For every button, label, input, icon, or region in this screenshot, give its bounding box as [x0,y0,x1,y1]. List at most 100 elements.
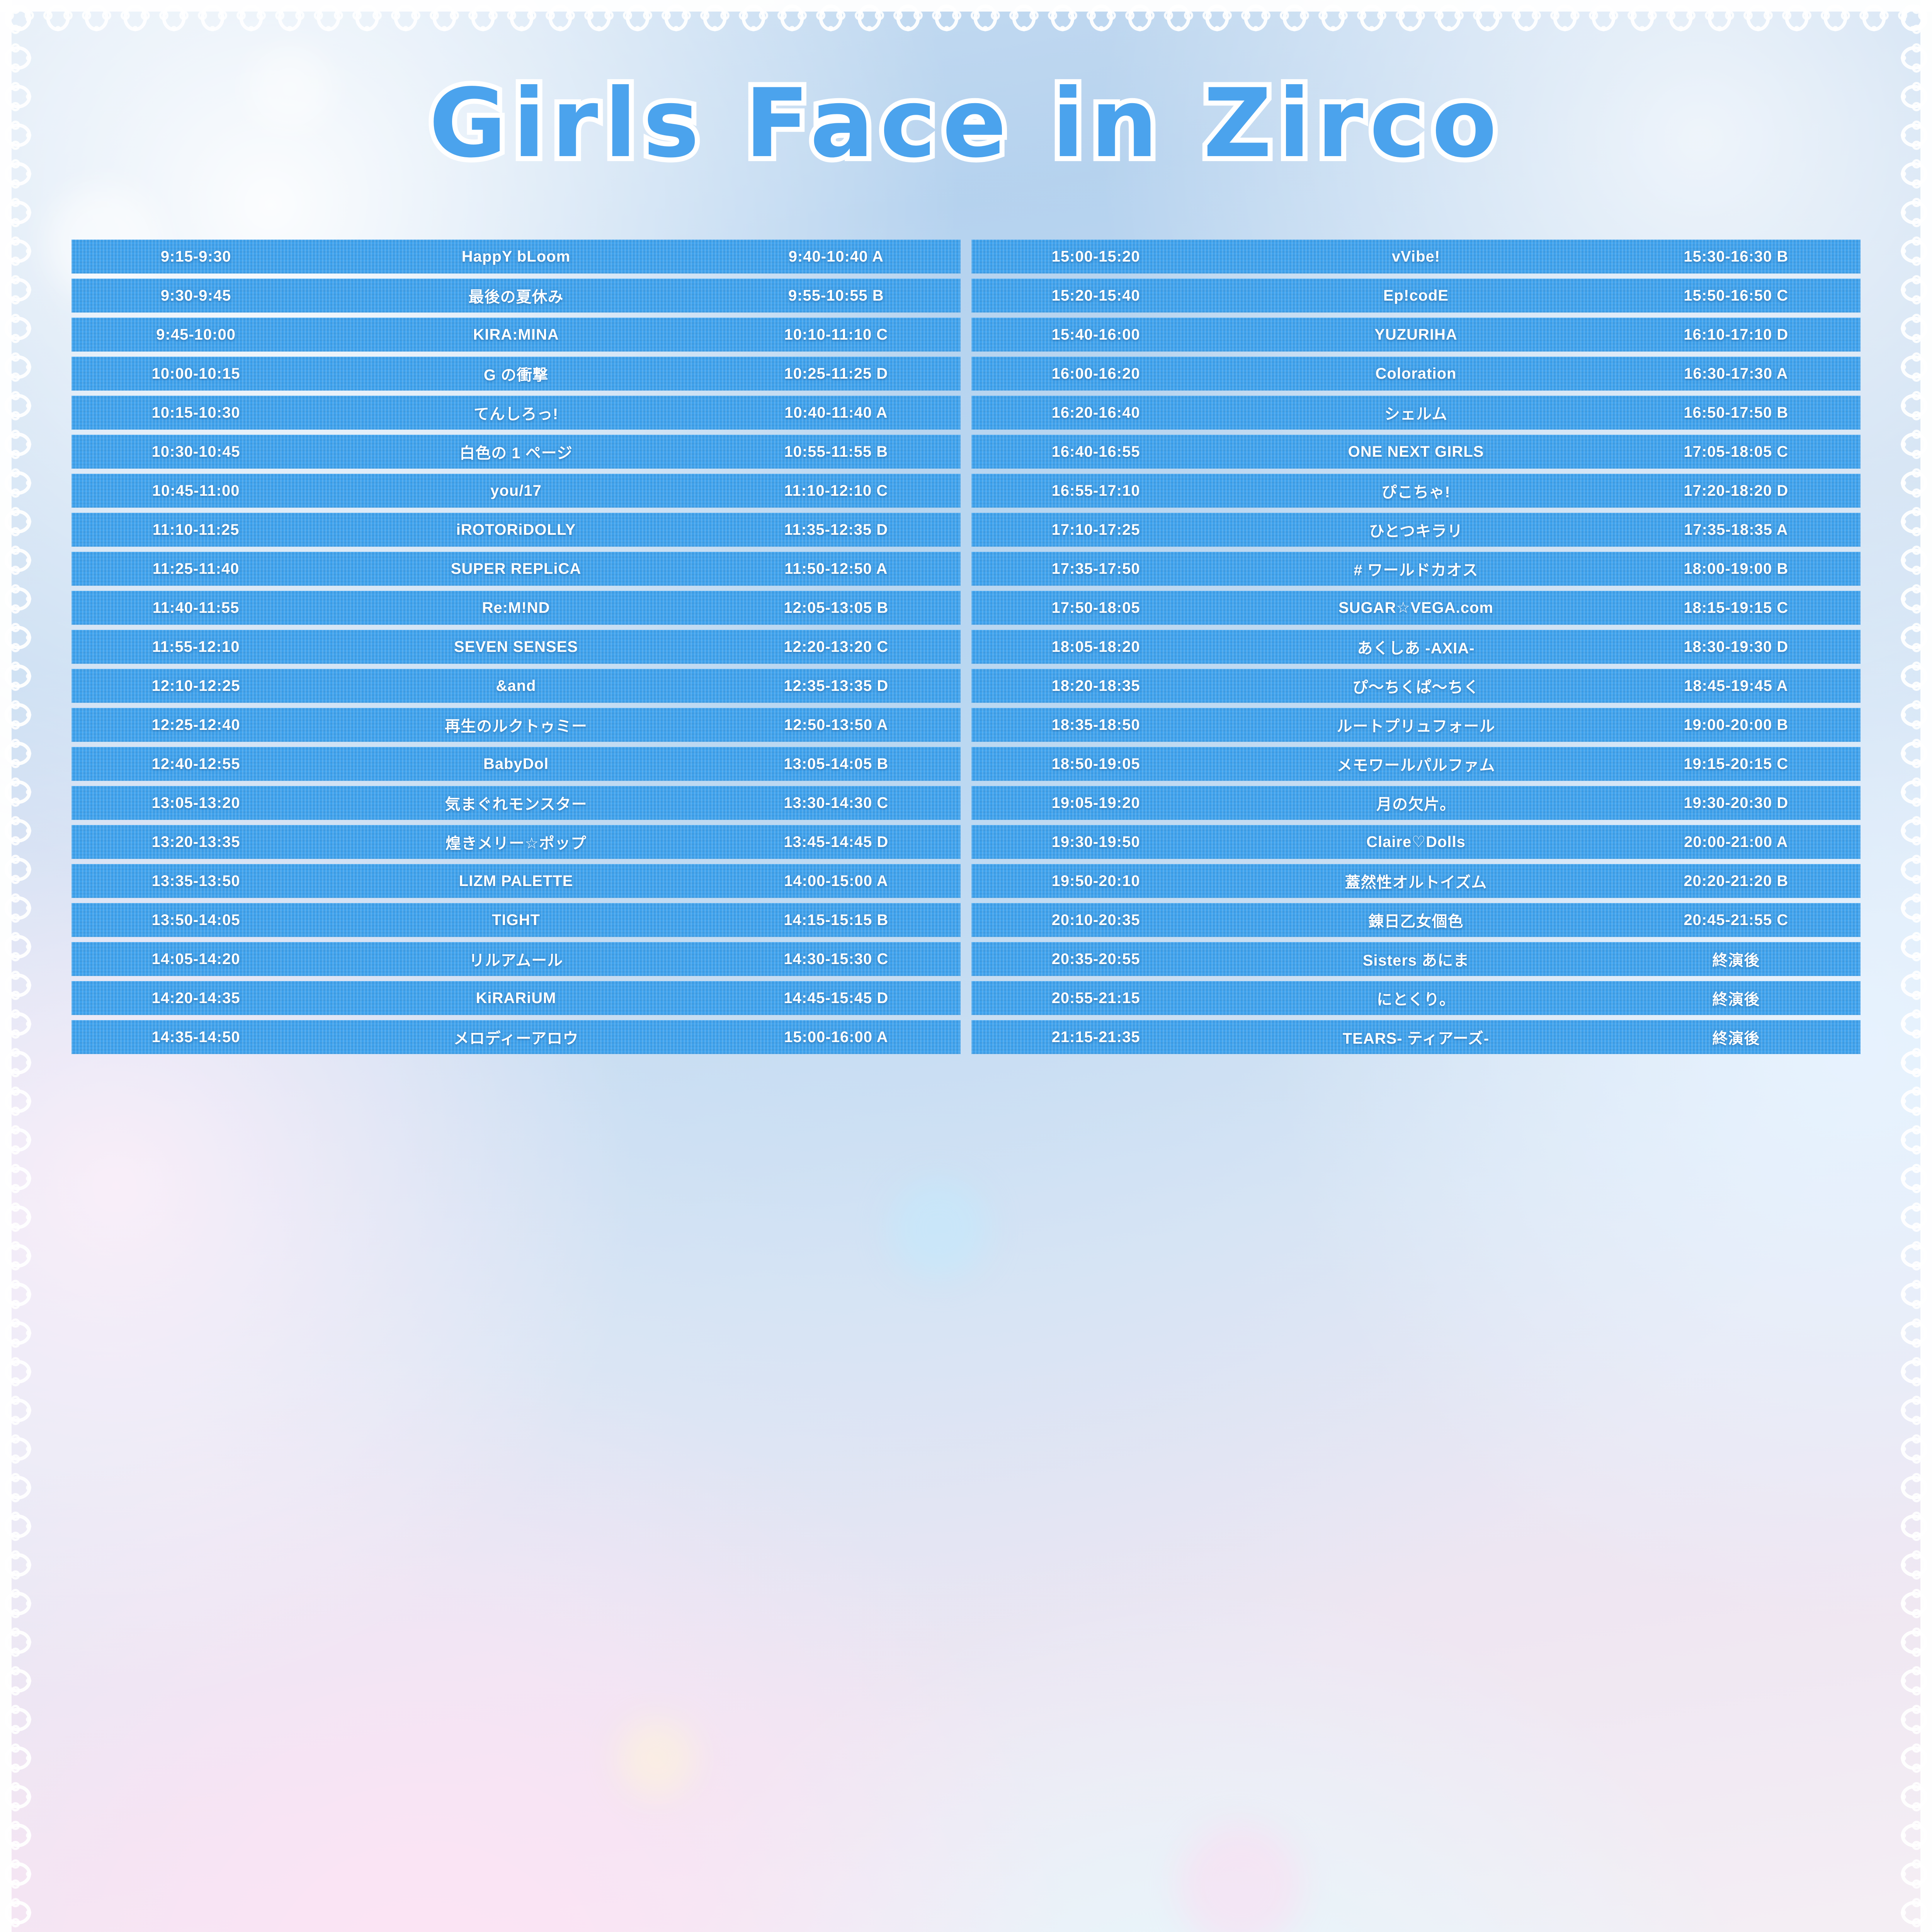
cell-act-name: KiRARiUM [476,989,556,1007]
cell-greeting-slot: 17:50-18:05 [1051,599,1140,616]
cell-performance-time: 16:10-17:10 D [1684,326,1789,343]
cell-greeting-slot: 13:05-13:20 [151,794,240,811]
cell-act-name: 白色の 1 ページ [459,445,573,462]
cell-greeting-slot: 10:45-11:00 [152,482,240,499]
cell-act-name: 月の欠片。 [1376,796,1456,813]
cell-greeting-slot: 16:40-16:55 [1051,443,1140,460]
timetable-column-left: 9:15-9:30 HappY bLoom 9:40-10:40 A 9:30-9:4… [71,240,961,1054]
cell-performance-time: 14:15-15:15 B [784,911,889,929]
poster-title-area: Girls Face in Zirco [0,68,1932,179]
table-row: 20:35-20:55 Sisters あにま 終演後 [971,942,1861,976]
cell-act-name: 最後の夏休み [468,289,564,306]
table-row: 18:50-19:05 メモワールパルファム 19:15-20:15 C [971,747,1861,781]
cell-act-name: vVibe! [1391,248,1440,265]
cell-act-name: &and [496,677,536,694]
cell-greeting-slot: 18:05-18:20 [1051,638,1140,655]
cell-performance-time: 17:05-18:05 C [1684,443,1789,460]
cell-greeting-slot: 21:15-21:35 [1051,1028,1140,1046]
cell-performance-time: 18:15-19:15 C [1684,599,1789,616]
cell-act-name: TIGHT [492,911,540,929]
table-row: 14:20-14:35 KiRARiUM 14:45-15:45 D [71,981,961,1015]
table-row: 10:30-10:45 白色の 1 ページ 10:55-11:55 B [71,435,961,469]
cell-greeting-slot: 11:40-11:55 [152,599,240,616]
cell-performance-time: 終演後 [1712,952,1760,969]
table-row: 16:20-16:40 シェルム 16:50-17:50 B [971,396,1861,430]
cell-act-name: メモワールパルファム [1337,757,1495,774]
table-row: 15:00-15:20 vVibe! 15:30-16:30 B [971,240,1861,274]
cell-performance-time: 11:50-12:50 A [784,560,888,577]
timetable: 9:15-9:30 HappY bLoom 9:40-10:40 A 9:30-9:4… [71,240,1861,1054]
cell-greeting-slot: 17:35-17:50 [1051,560,1140,577]
table-row: 18:20-18:35 ぴ～ちくぱ～ちく 18:45-19:45 A [971,669,1861,703]
cell-act-name: シェルム [1384,406,1448,423]
table-row: 11:40-11:55 Re:M!ND 12:05-13:05 B [71,591,961,625]
cell-performance-time: 15:30-16:30 B [1684,248,1789,265]
table-row: 19:05-19:20 月の欠片。 19:30-20:30 D [971,786,1861,820]
cell-performance-time: 14:30-15:30 C [784,950,889,968]
cell-performance-time: 14:00-15:00 A [784,872,888,889]
cell-act-name: KIRA:MINA [473,326,559,343]
cell-performance-time: 10:40-11:40 A [784,404,888,421]
cell-greeting-slot: 11:55-12:10 [152,638,240,655]
cell-act-name: 気まぐれモンスター [445,796,587,813]
cell-performance-time: 14:45-15:45 D [784,989,889,1007]
cell-performance-time: 15:00-16:00 A [784,1028,888,1046]
cell-greeting-slot: 13:50-14:05 [151,911,240,929]
cell-act-name: iROTORiDOLLY [456,521,576,538]
cell-greeting-slot: 20:10-20:35 [1051,911,1140,929]
table-row: 19:50-20:10 蓋然性オルトイズム 20:20-21:20 B [971,864,1861,898]
table-row: 13:50-14:05 TIGHT 14:15-15:15 B [71,903,961,937]
table-row: 17:50-18:05 SUGAR☆VEGA.com 18:15-19:15 C [971,591,1861,625]
cell-performance-time: 13:30-14:30 C [784,794,889,811]
cell-performance-time: 16:30-17:30 A [1684,365,1788,382]
timetable-column-right: 15:00-15:20 vVibe! 15:30-16:30 B 15:20-15:4… [971,240,1861,1054]
cell-greeting-slot: 13:35-13:50 [151,872,240,889]
cell-greeting-slot: 12:25-12:40 [151,716,240,733]
cell-act-name: ONE NEXT GIRLS [1348,443,1484,460]
cell-performance-time: 19:30-20:30 D [1684,794,1789,811]
cell-greeting-slot: 11:10-11:25 [152,521,240,538]
cell-greeting-slot: 17:10-17:25 [1051,521,1140,538]
lace-border-top [0,0,1932,33]
table-row: 14:35-14:50 メロディーアロウ 15:00-16:00 A [71,1020,961,1054]
cell-performance-time: 18:30-19:30 D [1684,638,1789,655]
table-row: 17:10-17:25 ひとつキラリ 17:35-18:35 A [971,513,1861,547]
cell-act-name: SUPER REPLiCA [451,560,582,577]
cell-act-name: G の衝撃 [483,367,549,384]
lace-border-right [1899,0,1932,1932]
table-row: 12:10-12:25 &and 12:35-13:35 D [71,669,961,703]
cell-greeting-slot: 13:20-13:35 [151,833,240,850]
table-row: 10:15-10:30 てんしろっ! 10:40-11:40 A [71,396,961,430]
cell-performance-time: 9:55-10:55 B [788,287,884,304]
cell-performance-time: 12:50-13:50 A [784,716,888,733]
cell-performance-time: 10:10-11:10 C [784,326,888,343]
cell-act-name: HappY bLoom [461,248,571,265]
cell-greeting-slot: 16:55-17:10 [1051,482,1140,499]
lace-border-left [0,0,33,1932]
cell-performance-time: 19:00-20:00 B [1684,716,1789,733]
cell-greeting-slot: 16:00-16:20 [1051,365,1140,382]
table-row: 21:15-21:35 TEARS- ティアーズ- 終演後 [971,1020,1861,1054]
cell-greeting-slot: 15:00-15:20 [1051,248,1140,265]
cell-act-name: あくしあ -AXIA- [1357,640,1475,657]
page-title: Girls Face in Zirco [424,68,1503,179]
cell-greeting-slot: 9:15-9:30 [160,248,231,265]
cell-performance-time: 20:45-21:55 C [1684,911,1789,929]
table-row: 20:10-20:35 錬日乙女個色 20:45-21:55 C [971,903,1861,937]
table-row: 11:25-11:40 SUPER REPLiCA 11:50-12:50 A [71,552,961,586]
cell-greeting-slot: 15:40-16:00 [1051,326,1140,343]
table-row: 18:05-18:20 あくしあ -AXIA- 18:30-19:30 D [971,630,1861,664]
cell-act-name: you/17 [490,482,542,499]
table-row: 20:55-21:15 にとくり。 終演後 [971,981,1861,1015]
cell-act-name: BabyDol [483,755,549,772]
table-row: 12:40-12:55 BabyDol 13:05-14:05 B [71,747,961,781]
cell-performance-time: 13:45-14:45 D [784,833,889,850]
cell-act-name: 再生のルクトゥミー [444,718,587,735]
cell-performance-time: 9:40-10:40 A [788,248,884,265]
table-row: 9:15-9:30 HappY bLoom 9:40-10:40 A [71,240,961,274]
cell-performance-time: 11:35-12:35 D [784,521,888,538]
cell-act-name: てんしろっ! [473,406,559,423]
cell-greeting-slot: 14:20-14:35 [151,989,240,1007]
table-row: 13:35-13:50 LIZM PALETTE 14:00-15:00 A [71,864,961,898]
